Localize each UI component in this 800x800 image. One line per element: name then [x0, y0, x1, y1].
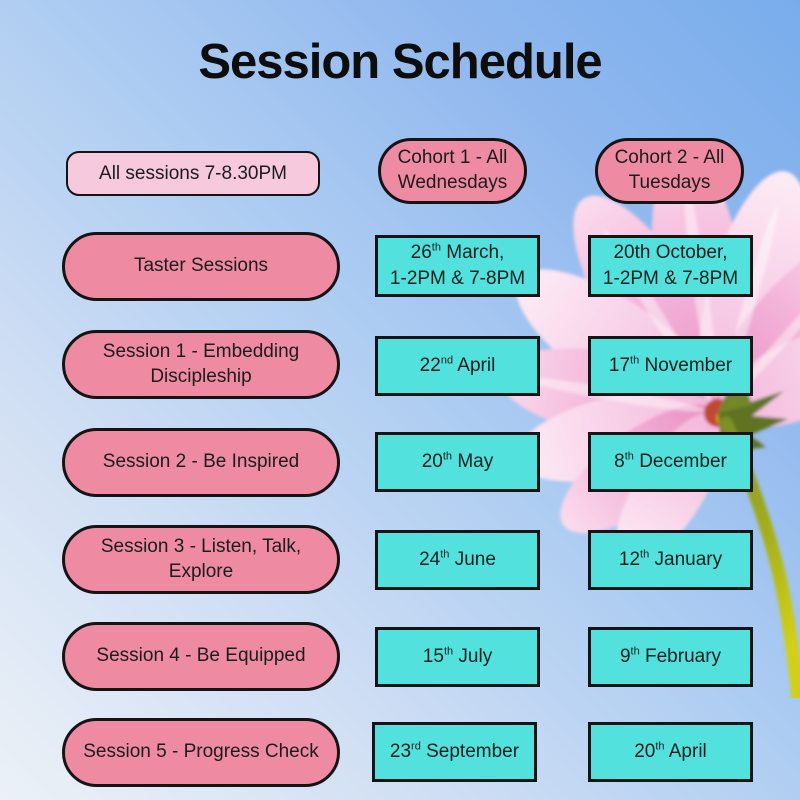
date-month: January — [649, 549, 723, 571]
date-month: July — [453, 646, 493, 668]
session-pill-2: Session 2 - Be Inspired — [62, 428, 340, 497]
date-day: 23 — [389, 741, 412, 763]
all-sessions-note-pill: All sessions 7-8.30PM — [66, 151, 320, 196]
date-ordinal: th — [442, 450, 453, 463]
date-day: 12 — [618, 549, 641, 571]
date-line: 15th July — [423, 644, 492, 670]
date-month: September — [420, 741, 520, 763]
date-line: 26th March, — [411, 240, 505, 266]
date-ordinal: th — [431, 242, 441, 255]
date-box-cohort2-session1: 17th November — [588, 336, 753, 396]
date-box-cohort1-session1: 22nd April — [375, 336, 540, 396]
date-ordinal: th — [624, 450, 634, 463]
date-box-cohort1-session4: 15th July — [375, 627, 540, 687]
date-day: 24 — [419, 549, 441, 571]
date-ordinal: th — [655, 740, 665, 753]
date-line: 20th May — [422, 449, 494, 475]
date-box-cohort1-session3: 24th June — [375, 530, 540, 590]
date-box-cohort2-session4: 9th February — [588, 627, 753, 687]
date-box-cohort2-taster: 20th October, 1-2PM & 7-8PM — [588, 235, 753, 297]
date-box-cohort1-session2: 20th May — [375, 432, 540, 492]
date-ordinal: th — [640, 548, 650, 561]
date-ordinal: th — [630, 645, 640, 658]
date-month: November — [639, 355, 733, 377]
page-title: Session Schedule — [198, 35, 602, 89]
date-month: April — [453, 355, 496, 377]
date-month: June — [449, 549, 496, 571]
session-pill-5: Session 5 - Progress Check — [62, 718, 340, 787]
date-line: 17th November — [609, 353, 732, 379]
date-ordinal: rd — [411, 740, 421, 753]
date-ordinal: th — [440, 548, 450, 561]
date-ordinal: th — [443, 645, 454, 658]
cohort2-header-pill: Cohort 2 - All Tuesdays — [595, 138, 744, 204]
date-day: 20 — [634, 741, 656, 763]
date-line: 24th June — [419, 547, 496, 573]
date-box-cohort1-taster: 26th March, 1-2PM & 7-8PM — [375, 235, 540, 297]
session-pill-4: Session 4 - Be Equipped — [62, 622, 340, 691]
session-pill-1: Session 1 - Embedding Discipleship — [62, 330, 340, 399]
date-line: 9th February — [620, 644, 721, 670]
date-month: February — [639, 646, 722, 668]
date-line: 20th April — [634, 739, 707, 765]
date-box-cohort2-session5: 20th April — [588, 722, 753, 782]
date-box-cohort1-session5: 23rd September — [372, 722, 537, 782]
date-day: 22 — [419, 355, 441, 377]
date-day: 20th — [613, 242, 651, 264]
date-day: 20 — [421, 451, 443, 473]
date-day: 26 — [410, 242, 432, 264]
date-month: October, — [650, 242, 728, 264]
date-time: 1-2PM & 7-8PM — [602, 268, 739, 289]
date-line: 8th December — [614, 449, 727, 475]
date-line: 23rd September — [390, 739, 519, 765]
cohort1-header-pill: Cohort 1 - All Wednesdays — [378, 138, 527, 204]
date-day: 8 — [614, 451, 625, 473]
date-line: 22nd April — [420, 353, 496, 379]
date-time: 1-2PM & 7-8PM — [389, 268, 526, 289]
date-ordinal: nd — [440, 354, 454, 367]
date-month: April — [664, 741, 707, 763]
date-month: March, — [440, 242, 505, 264]
date-month: December — [633, 451, 727, 473]
date-line: 12th January — [619, 547, 722, 573]
date-box-cohort2-session3: 12th January — [588, 530, 753, 590]
date-day: 17 — [608, 355, 631, 377]
date-line: 20th October, — [613, 240, 727, 266]
date-ordinal: th — [630, 354, 640, 367]
date-box-cohort2-session2: 8th December — [588, 432, 753, 492]
session-pill-taster: Taster Sessions — [62, 232, 340, 301]
date-month: May — [452, 451, 494, 473]
date-day: 15 — [422, 646, 444, 668]
session-pill-3: Session 3 - Listen, Talk, Explore — [62, 525, 340, 594]
date-day: 9 — [619, 646, 631, 668]
